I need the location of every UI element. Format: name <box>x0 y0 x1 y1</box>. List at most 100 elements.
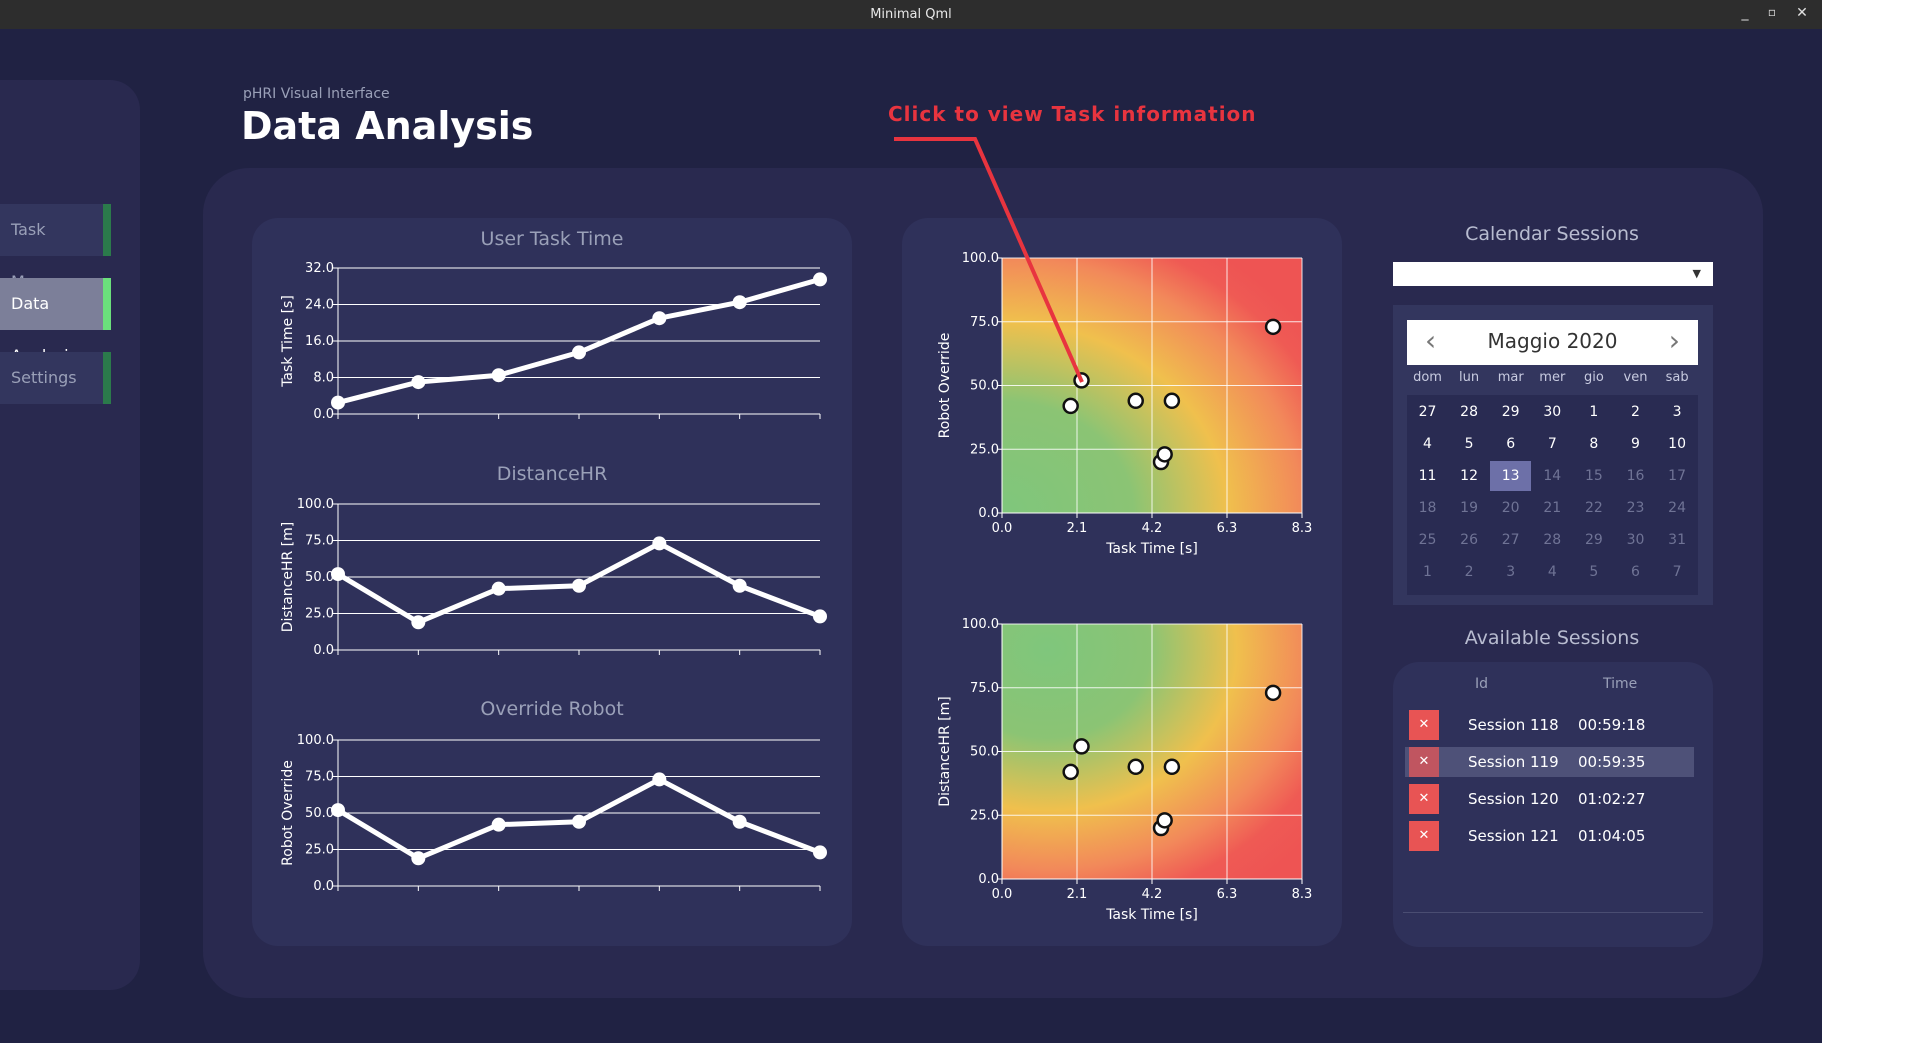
session-row[interactable]: ✕ Session 118 00:59:18 <box>1405 710 1694 740</box>
weekday-label: sab <box>1665 370 1689 385</box>
scatter-point[interactable] <box>1073 738 1090 755</box>
calendar-day[interactable]: 19 <box>1460 500 1478 516</box>
calendar-day[interactable]: 5 <box>1589 564 1599 580</box>
scatter-point[interactable] <box>1163 758 1181 776</box>
chevron-left-icon[interactable]: ‹ <box>1425 324 1437 357</box>
calendar-day[interactable]: 8 <box>1589 436 1599 452</box>
y-tick-label: 24.0 <box>305 298 334 313</box>
sidebar-item-label: Settings <box>11 368 77 387</box>
calendar-day-selected[interactable]: 13 <box>1490 461 1532 491</box>
calendar-day[interactable]: 26 <box>1460 532 1478 548</box>
minimize-button[interactable]: _ <box>1741 5 1749 21</box>
scatter-point[interactable] <box>1264 318 1282 336</box>
sidebar-item-indicator <box>103 352 111 404</box>
calendar-day[interactable]: 27 <box>1418 404 1437 420</box>
window-title: Minimal Qml <box>870 7 952 22</box>
y-tick-label: 75.0 <box>970 315 999 330</box>
data-point <box>813 272 827 287</box>
calendar-day[interactable]: 27 <box>1501 532 1520 548</box>
sessions-table: Id Time ✕ Session 118 00:59:18 ✕ Session 119… <box>1393 662 1713 947</box>
session-row[interactable]: ✕ Session 120 01:02:27 <box>1405 784 1694 814</box>
delete-icon[interactable]: ✕ <box>1409 784 1439 814</box>
restore-button[interactable]: ▫ <box>1767 5 1777 19</box>
scatter-point[interactable] <box>1062 763 1079 781</box>
calendar-day[interactable]: 22 <box>1584 500 1603 516</box>
calendar-day[interactable]: 24 <box>1668 500 1686 516</box>
y-tick-label: 100.0 <box>297 497 334 512</box>
scatter-point[interactable] <box>1264 684 1282 702</box>
calendar-day[interactable]: 6 <box>1506 436 1516 452</box>
y-tick-label: 50.0 <box>305 806 334 821</box>
calendar-day[interactable]: 12 <box>1460 468 1478 484</box>
calendar-day[interactable]: 25 <box>1418 532 1437 548</box>
x-tick-label: 2.1 <box>1067 521 1088 536</box>
session-row[interactable]: ✕ Session 119 00:59:35 <box>1405 747 1694 777</box>
scatter-point[interactable] <box>1156 446 1173 463</box>
calendar-day[interactable]: 1 <box>1423 564 1432 580</box>
scatter-point[interactable] <box>1073 372 1090 389</box>
calendar-day[interactable]: 18 <box>1418 500 1437 516</box>
calendar-day[interactable]: 5 <box>1464 436 1474 452</box>
x-axis-label: Task Time [s] <box>1105 541 1198 557</box>
calendar-day[interactable]: 28 <box>1460 404 1478 420</box>
calendar-day[interactable]: 7 <box>1547 436 1557 452</box>
calendar-day[interactable]: 10 <box>1668 436 1686 452</box>
app-window: Minimal Qml _ ▫ ✕ Task Manager Data Anal… <box>0 0 1822 1043</box>
calendar-day[interactable]: 29 <box>1501 404 1520 420</box>
scatter-point[interactable] <box>1127 392 1144 410</box>
calendar-day[interactable]: 1 <box>1589 404 1599 420</box>
sidebar-item-settings[interactable]: Settings <box>0 352 111 404</box>
sidebar-item-data-analysis[interactable]: Data Analysis <box>0 278 111 365</box>
scatter-point[interactable] <box>1156 812 1173 829</box>
calendar-day[interactable]: 17 <box>1668 468 1686 484</box>
y-tick-label: 8.0 <box>313 371 334 386</box>
session-name: Session 118 <box>1468 716 1559 734</box>
calendar-day[interactable]: 30 <box>1543 404 1562 420</box>
delete-icon[interactable]: ✕ <box>1409 821 1439 851</box>
chevron-down-icon: ▼ <box>1692 267 1701 280</box>
session-combo[interactable]: ▼ <box>1393 262 1713 286</box>
calendar-header: ‹ Maggio 2020 › <box>1407 320 1698 365</box>
sidebar-item-task-manager[interactable]: Task Manager <box>0 204 111 291</box>
calendar-day[interactable]: 4 <box>1423 436 1432 452</box>
calendar-day[interactable]: 28 <box>1543 532 1562 548</box>
calendar-day[interactable]: 3 <box>1506 564 1516 580</box>
calendar-day[interactable]: 29 <box>1584 532 1603 548</box>
calendar-day[interactable]: 6 <box>1631 564 1640 580</box>
calendar-day[interactable]: 3 <box>1672 404 1682 420</box>
calendar-day[interactable]: 2 <box>1464 564 1474 580</box>
y-tick-label: 75.0 <box>305 534 334 549</box>
chart-title: User Task Time <box>480 228 624 250</box>
calendar-month: Maggio 2020 <box>1487 329 1618 353</box>
calendar-day[interactable]: 4 <box>1547 564 1557 580</box>
close-button[interactable]: ✕ <box>1796 5 1808 21</box>
calendar-day[interactable]: 15 <box>1584 468 1603 484</box>
calendar-day[interactable]: 31 <box>1668 532 1686 548</box>
calendar-day[interactable]: 20 <box>1501 500 1520 516</box>
calendar-day[interactable]: 21 <box>1543 500 1562 516</box>
calendar-grid: 27 28 29 30 1 2 3 4 5 6 7 8 9 10 11 12 13 14 15 16 17 18 19 20 2… <box>1407 395 1698 595</box>
scatter-point[interactable] <box>1062 397 1079 415</box>
calendar-day[interactable]: 23 <box>1626 500 1645 516</box>
calendar-day[interactable]: 2 <box>1631 404 1640 420</box>
calendar-day[interactable]: 30 <box>1626 532 1645 548</box>
y-tick-label: 50.0 <box>970 379 999 394</box>
calendar-day[interactable]: 11 <box>1418 468 1437 484</box>
x-tick-label: 0.0 <box>992 521 1013 536</box>
calendar-day[interactable]: 9 <box>1631 436 1640 452</box>
delete-icon[interactable]: ✕ <box>1409 747 1439 777</box>
data-point <box>491 581 506 596</box>
y-axis-label: Robot Override <box>937 333 953 439</box>
session-row[interactable]: ✕ Session 121 01:04:05 <box>1405 821 1694 851</box>
scatter-point[interactable] <box>1163 392 1181 410</box>
x-tick-label: 8.3 <box>1292 887 1313 902</box>
scatter-point[interactable] <box>1127 758 1144 776</box>
data-point <box>411 615 426 630</box>
calendar-day[interactable]: 16 <box>1626 468 1645 484</box>
y-tick-label: 0.0 <box>978 872 999 887</box>
chevron-right-icon[interactable]: › <box>1668 324 1680 357</box>
calendar-day[interactable]: 14 <box>1543 468 1562 484</box>
calendar-day[interactable]: 7 <box>1672 564 1682 580</box>
data-point <box>652 536 667 551</box>
delete-icon[interactable]: ✕ <box>1409 710 1439 740</box>
